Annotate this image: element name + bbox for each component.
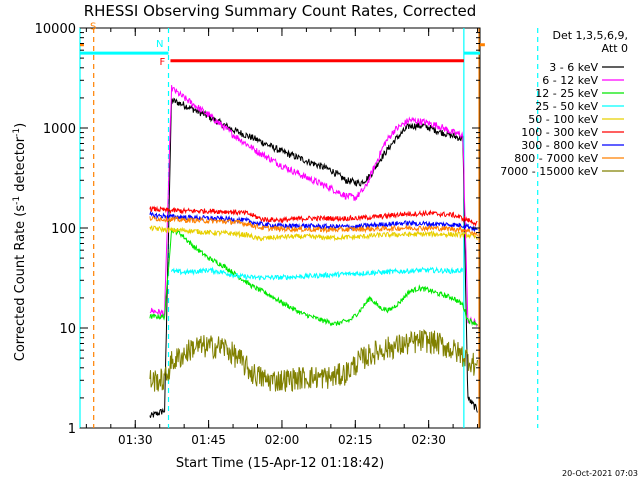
- state-label-n: N: [156, 39, 163, 50]
- series-lines: [149, 85, 478, 418]
- series-line-800-7000-kevkev: [149, 215, 478, 237]
- plot-frame: [79, 27, 481, 429]
- series-line-300-800-kevkev: [149, 210, 478, 233]
- y-label-close: ): [13, 123, 28, 128]
- legend-header-line2: Att 0: [602, 42, 628, 55]
- y-label-sup2: -1: [12, 128, 22, 137]
- legend-label-12-25-kevkev: 12 - 25 keV: [535, 87, 598, 100]
- legend-label-50-100-kevkev: 50 - 100 keV: [528, 113, 598, 126]
- y-tick-label-2: 100: [51, 222, 76, 237]
- y-tick-label-1: 10: [59, 322, 76, 337]
- y-tick-label-3: 1000: [43, 122, 76, 137]
- x-axis-ticks: 01:30 01:45 02:00 02:15 02:30: [85, 28, 479, 447]
- attenuator-state-bars: S NF: [80, 22, 485, 68]
- legend-label-6-12-kevkev: 6 - 12 keV: [542, 74, 598, 87]
- legend-label-7000-15000-kevkev: 7000 - 15000 keV: [500, 165, 598, 178]
- y-label-main: Corrected Count Rate (s: [13, 205, 28, 362]
- y-axis-label: Corrected Count Rate (s-1 detector-1): [12, 123, 28, 361]
- generation-timestamp: 20-Oct-2021 07:03: [562, 469, 638, 478]
- x-tick-label-0: 01:30: [118, 433, 153, 447]
- series-line-100-300-kevkev: [149, 205, 478, 228]
- chart-title: RHESSI Observing Summary Count Rates, Co…: [84, 2, 477, 20]
- x-tick-label-3: 02:15: [338, 433, 373, 447]
- x-axis-label: Start Time (15-Apr-12 01:18:42): [176, 456, 384, 471]
- y-tick-label-4: 10000: [35, 22, 76, 37]
- series-line-3-6-kevkev: [149, 97, 478, 418]
- legend-label-100-300-kevkev: 100 - 300 keV: [521, 126, 598, 139]
- legend-label-800-7000-kevkev: 800 - 7000 keV: [514, 152, 598, 165]
- legend-header-line1: Det 1,3,5,6,9,: [552, 29, 628, 42]
- series-line-7000-15000-kevkev: [149, 329, 478, 392]
- plot-border: [79, 27, 481, 429]
- state-label-s: S: [90, 22, 96, 33]
- x-tick-label-2: 02:00: [265, 433, 300, 447]
- x-tick-label-1: 01:45: [191, 433, 226, 447]
- y-axis-ticks: 1 10 100 1000 10000: [35, 22, 480, 437]
- y-tick-label-0: 1: [68, 422, 76, 437]
- y-label-sup: -1: [12, 196, 22, 205]
- series-line-6-12-kevkev: [149, 85, 478, 328]
- legend-label-3-6-kevkev: 3 - 6 keV: [549, 61, 598, 74]
- state-label-f: F: [159, 57, 165, 68]
- series-line-25-50-kevkev: [170, 266, 463, 281]
- legend-label-300-800-kevkev: 300 - 800 keV: [521, 139, 598, 152]
- series-line-12-25-kevkev: [149, 228, 478, 327]
- x-tick-label-4: 02:30: [411, 433, 446, 447]
- series-line-50-100-kevkev: [149, 225, 478, 242]
- legend-label-25-50-kevkev: 25 - 50 keV: [535, 100, 598, 113]
- y-label-tail: detector: [13, 136, 28, 196]
